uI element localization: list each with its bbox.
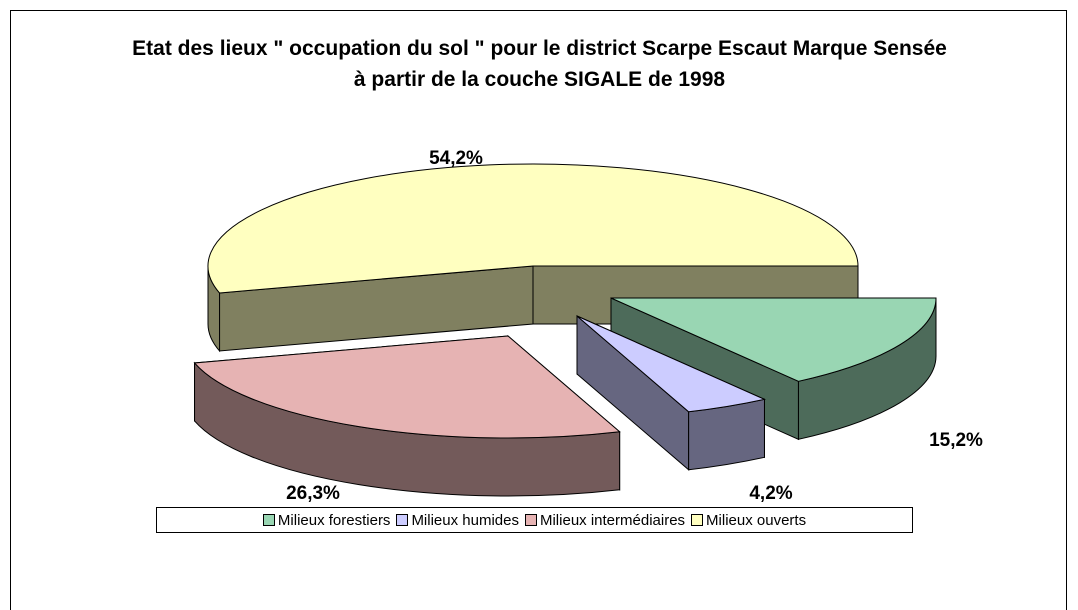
chart: Etat des lieux " occupation du sol " pou… [10,10,1067,610]
data-label: 15,2% [929,430,983,451]
data-label: 4,2% [749,483,792,504]
legend-label: Milieux forestiers [277,511,391,529]
legend-swatch [524,514,537,526]
legend-item: Milieux forestiers [262,511,391,529]
legend-label: Milieux ouverts [706,511,807,529]
legend-item: Milieux ouverts [691,512,806,529]
legend-swatch [396,514,409,526]
data-label: 26,3% [286,483,340,504]
legend-swatch [691,514,704,526]
slice [576,315,767,413]
data-label: 54,2% [429,148,483,169]
legend-label: Milieux intermédiaires [539,511,686,529]
legend: Milieux forestiers Milieux humides Milieux… [156,507,913,533]
plot: 15,2% 4,2% 26,3% 54,2% [193,148,983,504]
legend-item: Milieux intermédiaires [524,511,686,529]
slice [193,335,621,439]
legend-swatch [262,514,275,526]
slice [610,297,937,382]
slice [207,163,859,294]
chart-title-box: Etat des lieux " occupation du sol " pou… [11,33,1066,95]
legend-item: Milieux humides [396,512,519,529]
legend-label: Milieux humides [411,511,519,529]
chart-title: Etat des lieux " occupation du sol " pou… [132,37,947,91]
